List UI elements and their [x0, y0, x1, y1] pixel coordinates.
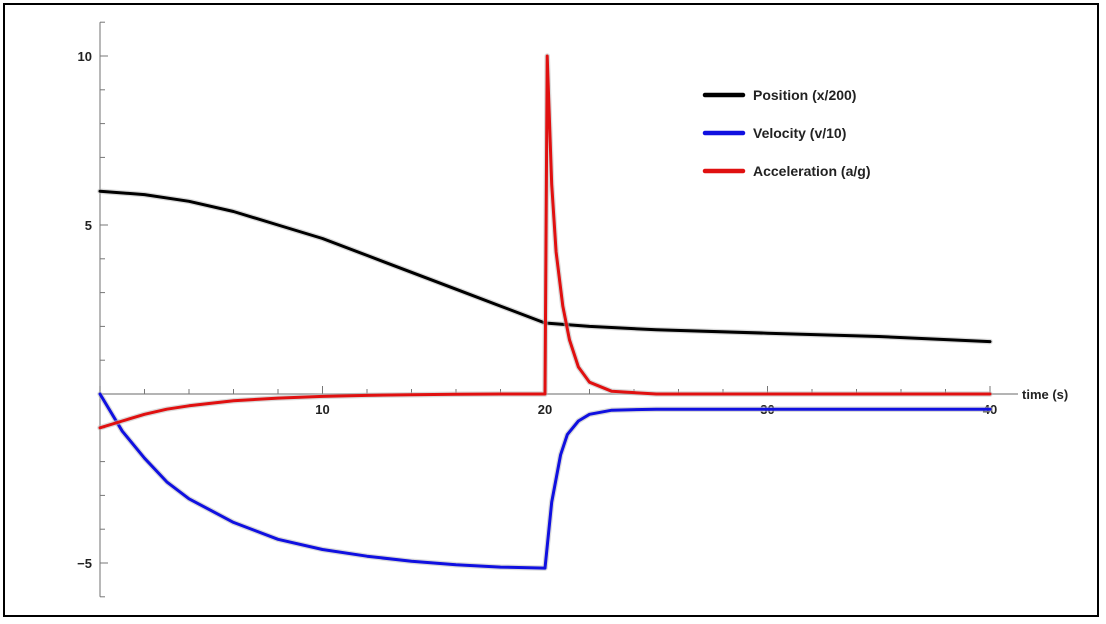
x-axis-label: time (s)	[1022, 387, 1068, 402]
x-tick-label: 20	[538, 402, 552, 417]
y-tick-label: −5	[77, 556, 92, 571]
legend-entry-2: Velocity (v/10)	[753, 125, 846, 141]
series-line-2	[98, 392, 992, 570]
series-line-3	[98, 54, 992, 430]
series-line-1	[98, 189, 992, 344]
x-tick-label: 10	[315, 402, 329, 417]
chart-frame: 10 20 30 40 10 5 −5 time (s) Position (x/200) Vel…	[3, 3, 1099, 617]
y-tick-label: 10	[78, 49, 92, 64]
legend-entry-3: Acceleration (a/g)	[753, 163, 870, 179]
legend-entry-1: Position (x/200)	[753, 87, 856, 103]
y-tick-label: 5	[85, 218, 92, 233]
series-line-outline	[97, 391, 993, 571]
